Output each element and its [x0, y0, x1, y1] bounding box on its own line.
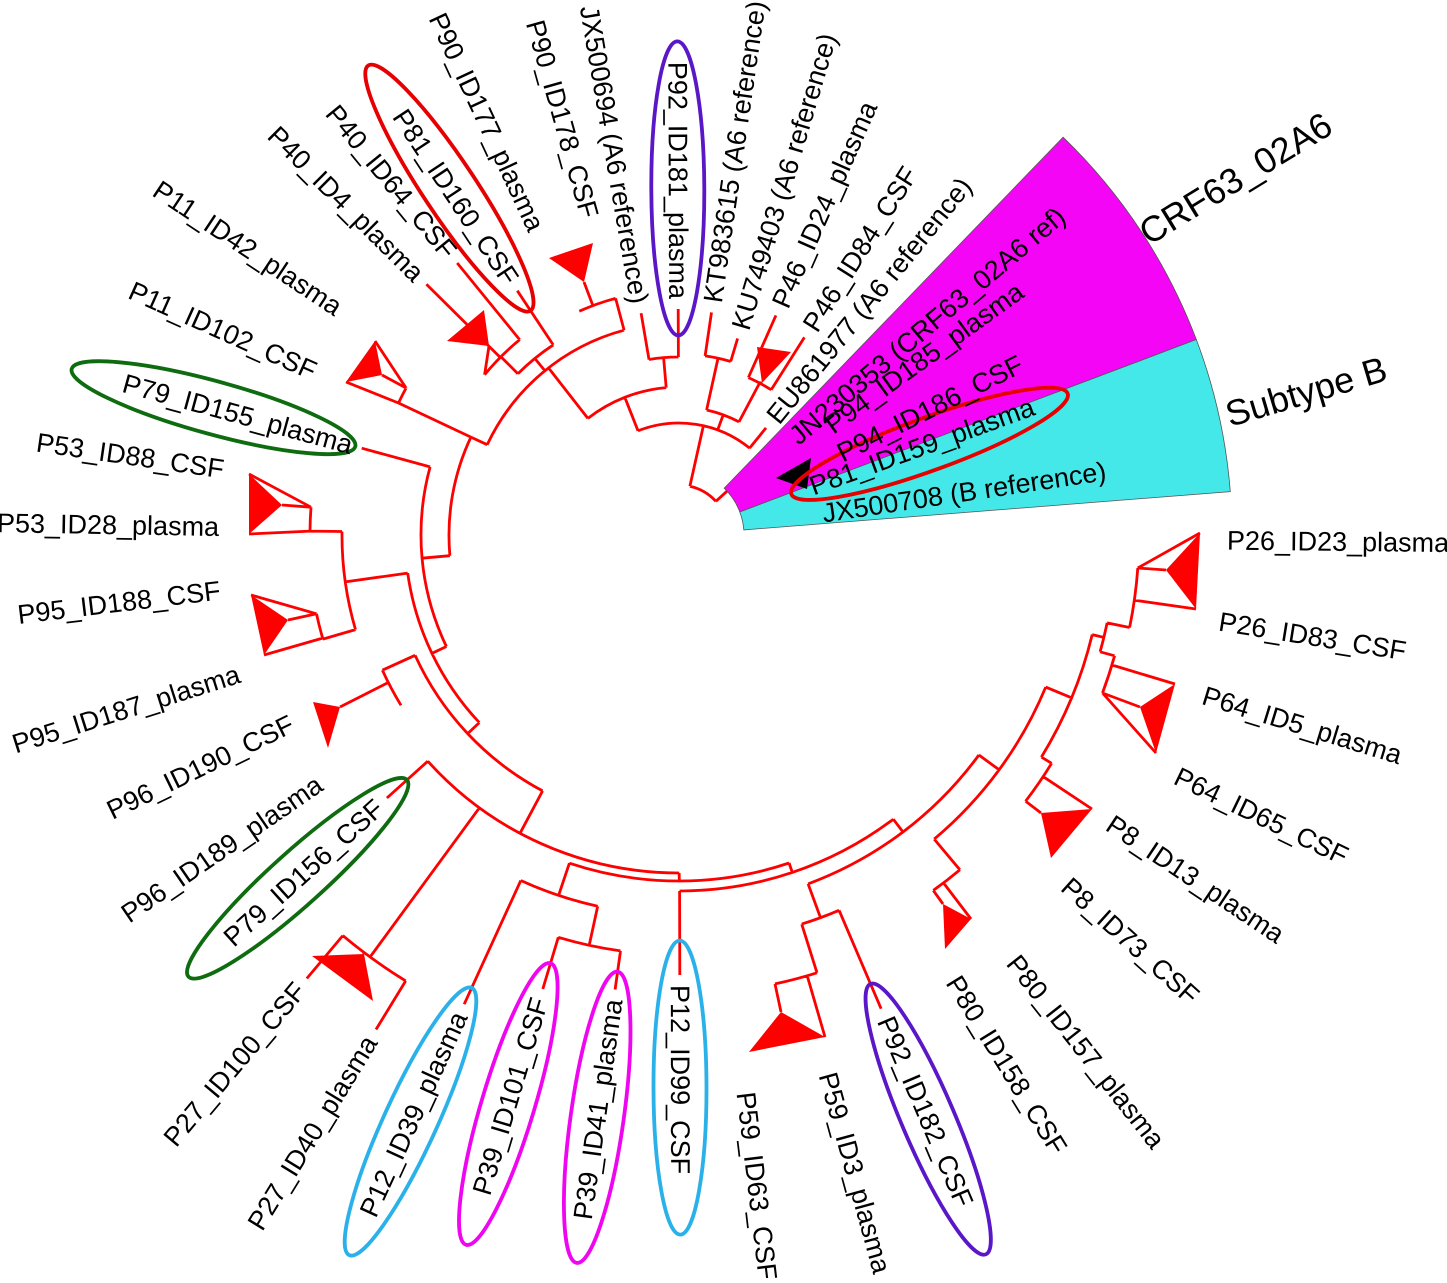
svg-text:P92_ID181_plasma: P92_ID181_plasma [662, 62, 693, 300]
svg-text:P53_ID28_plasma: P53_ID28_plasma [0, 508, 220, 542]
svg-text:P26_ID23_plasma: P26_ID23_plasma [1227, 526, 1447, 558]
svg-text:P12_ID99_CSF: P12_ID99_CSF [665, 985, 695, 1174]
